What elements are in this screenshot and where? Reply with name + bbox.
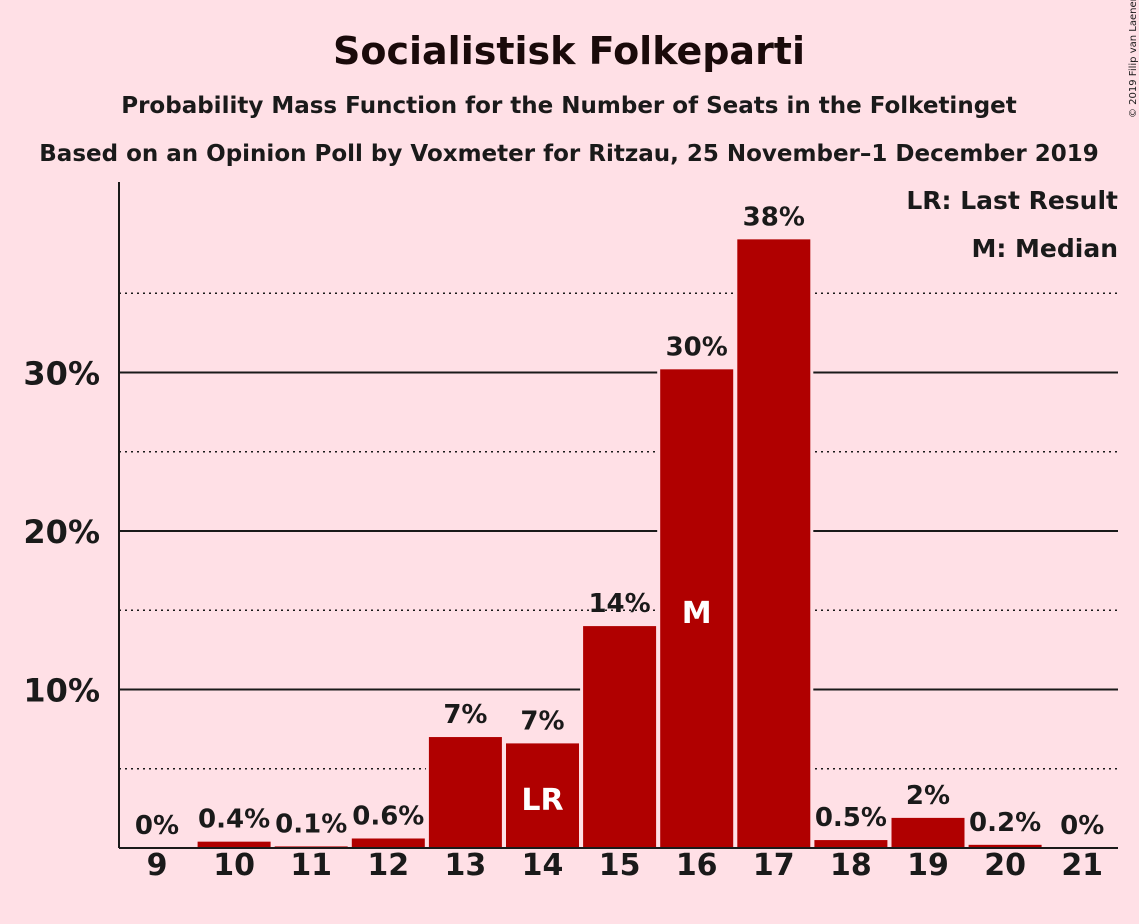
x-tick-label: 17: [753, 848, 795, 883]
inner-label-seats-16: M: [682, 596, 712, 631]
inner-label-seats-14: LR: [521, 783, 563, 818]
y-tick-label: 20%: [23, 513, 100, 551]
data-label-seats-16: 30%: [666, 332, 728, 362]
bar-seats-15: [583, 626, 657, 848]
data-label-seats-10: 0.4%: [198, 805, 270, 835]
x-tick-label: 11: [290, 848, 332, 883]
x-tick-label: 18: [830, 848, 872, 883]
gridlines: 10% 20% 30%: [23, 292, 1118, 770]
axes: [118, 182, 1118, 849]
x-tick-label: 14: [522, 848, 564, 883]
x-tick-label: 15: [599, 848, 641, 883]
bar-seats-20: [968, 844, 1042, 848]
legend-last-result: LR: Last Result: [906, 186, 1118, 215]
data-labels: 0% 9 0.4% 10 0.1% 11 0.6% 12 7% 13 7% 14 LR 14% 15 30% 1…: [135, 202, 1104, 883]
x-tick-label: 20: [984, 848, 1026, 883]
bar-seats-13: [428, 737, 502, 848]
data-label-seats-11: 0.1%: [275, 809, 347, 839]
bar-seats-19: [891, 817, 965, 848]
data-label-seats-17: 38%: [743, 202, 805, 232]
bars: [194, 236, 1045, 849]
data-label-seats-15: 14%: [588, 589, 650, 619]
y-tick-label: 30%: [23, 355, 100, 393]
bar-seats-14: [506, 743, 579, 848]
data-label-seats-19: 2%: [906, 781, 950, 811]
data-label-seats-9: 0%: [135, 811, 179, 841]
x-tick-label: 16: [676, 848, 718, 883]
bar-seats-17: [737, 239, 811, 849]
bar-seats-18: [814, 840, 888, 848]
data-label-seats-20: 0.2%: [969, 808, 1041, 838]
data-label-seats-13: 7%: [443, 700, 487, 730]
bar-halo: [271, 843, 351, 848]
bar-seats-16: [660, 369, 734, 848]
x-tick-label: 21: [1061, 848, 1103, 883]
x-tick-label: 9: [147, 848, 168, 883]
legend-median: M: Median: [971, 234, 1118, 263]
x-tick-label: 19: [907, 848, 949, 883]
chart-subtitle-source: Based on an Opinion Poll by Voxmeter for…: [39, 141, 1098, 167]
bar-seats-10: [197, 841, 271, 848]
x-tick-label: 10: [213, 848, 255, 883]
chart-subtitle: Probability Mass Function for the Number…: [121, 93, 1017, 119]
x-tick-label: 12: [367, 848, 409, 883]
data-label-seats-18: 0.5%: [815, 803, 887, 833]
data-label-seats-14: 7%: [520, 706, 564, 736]
y-tick-label: 10%: [23, 672, 100, 710]
copyright-note: © 2019 Filip van Laenen: [1128, 0, 1139, 118]
data-label-seats-12: 0.6%: [352, 801, 424, 831]
chart-title: Socialistisk Folkeparti: [333, 29, 805, 73]
bar-seats-12: [351, 838, 425, 848]
x-tick-label: 13: [445, 848, 487, 883]
data-label-seats-21: 0%: [1060, 811, 1104, 841]
